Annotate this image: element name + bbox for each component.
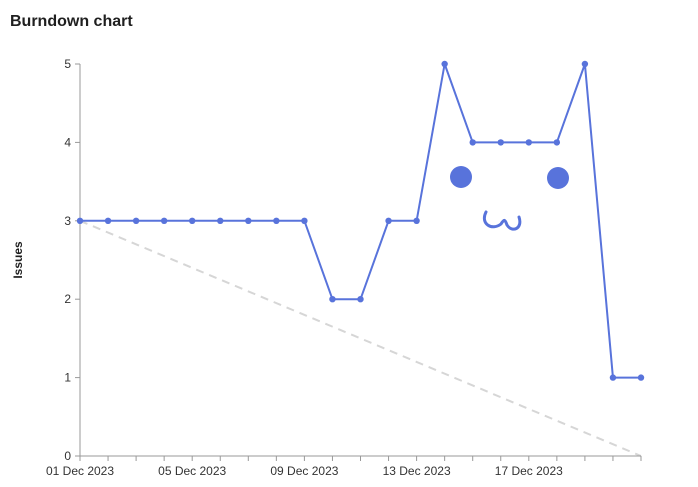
- data-point: [385, 217, 392, 224]
- data-point: [609, 374, 617, 381]
- x-tick-label: 05 Dec 2023: [158, 464, 226, 478]
- data-point: [525, 139, 532, 146]
- x-tick-label: 17 Dec 2023: [495, 464, 563, 478]
- chart-title: Burndown chart: [10, 13, 133, 30]
- data-point: [357, 296, 364, 303]
- y-tick-label: 2: [64, 292, 71, 306]
- y-tick-label: 3: [64, 214, 71, 228]
- face-right-eye: [547, 167, 569, 189]
- face-left-eye: [450, 166, 472, 188]
- x-tick-label: 01 Dec 2023: [46, 464, 114, 478]
- ideal-line: [79, 219, 642, 457]
- data-point: [637, 374, 645, 381]
- face-mouth: [483, 210, 522, 231]
- data-point: [581, 60, 589, 68]
- data-point: [301, 217, 308, 224]
- series-layer: [76, 60, 645, 381]
- axes: 0 1 2 3 4 5 01 Dec 2023 05 Dec 2023 09 Dec 2023 1…: [11, 57, 642, 478]
- data-point: [553, 139, 561, 146]
- data-point: [132, 217, 140, 224]
- data-point: [104, 217, 112, 224]
- data-point: [329, 296, 336, 303]
- y-axis-title: Issues: [11, 241, 25, 279]
- data-point: [189, 217, 196, 224]
- data-point: [76, 217, 84, 224]
- y-tick-label: 5: [64, 57, 71, 71]
- data-point: [441, 60, 448, 68]
- data-point: [413, 217, 420, 224]
- x-tick-label: 09 Dec 2023: [270, 464, 338, 478]
- data-point: [217, 217, 224, 224]
- y-tick-label: 1: [64, 371, 71, 385]
- data-point: [160, 217, 168, 224]
- data-point: [245, 217, 252, 224]
- face-annotation: [450, 166, 569, 231]
- x-tick-label: 13 Dec 2023: [383, 464, 451, 478]
- y-tick-label: 0: [64, 449, 71, 463]
- ideal-line-layer: [79, 219, 642, 457]
- data-point: [497, 139, 504, 146]
- y-tick-label: 4: [64, 135, 71, 149]
- data-point: [469, 139, 476, 146]
- data-point: [273, 217, 280, 224]
